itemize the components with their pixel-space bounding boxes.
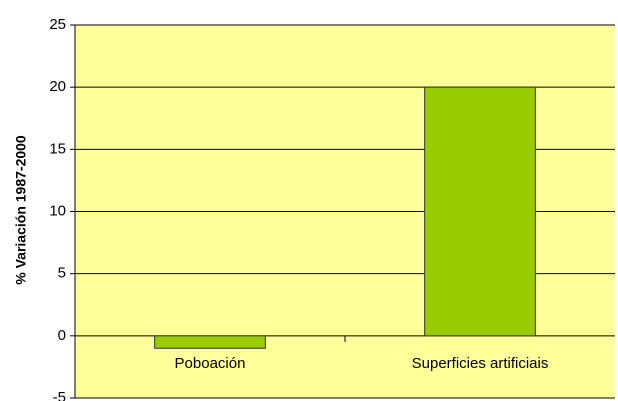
- y-tick-label: 25: [49, 16, 66, 33]
- y-tick-label: 10: [49, 202, 66, 219]
- x-tick-label: Poboación: [175, 355, 246, 372]
- y-tick-label: 5: [58, 265, 66, 282]
- y-tick-label: 20: [49, 78, 66, 95]
- y-tick-label: -5: [53, 389, 66, 401]
- x-tick-label: Superficies artificiais: [412, 355, 549, 372]
- bar: [154, 335, 266, 349]
- y-tick-label: 15: [49, 140, 66, 157]
- y-tick-label: 0: [58, 327, 66, 344]
- y-axis-label: % Variación 1987-2000: [13, 135, 29, 285]
- bar: [424, 86, 536, 337]
